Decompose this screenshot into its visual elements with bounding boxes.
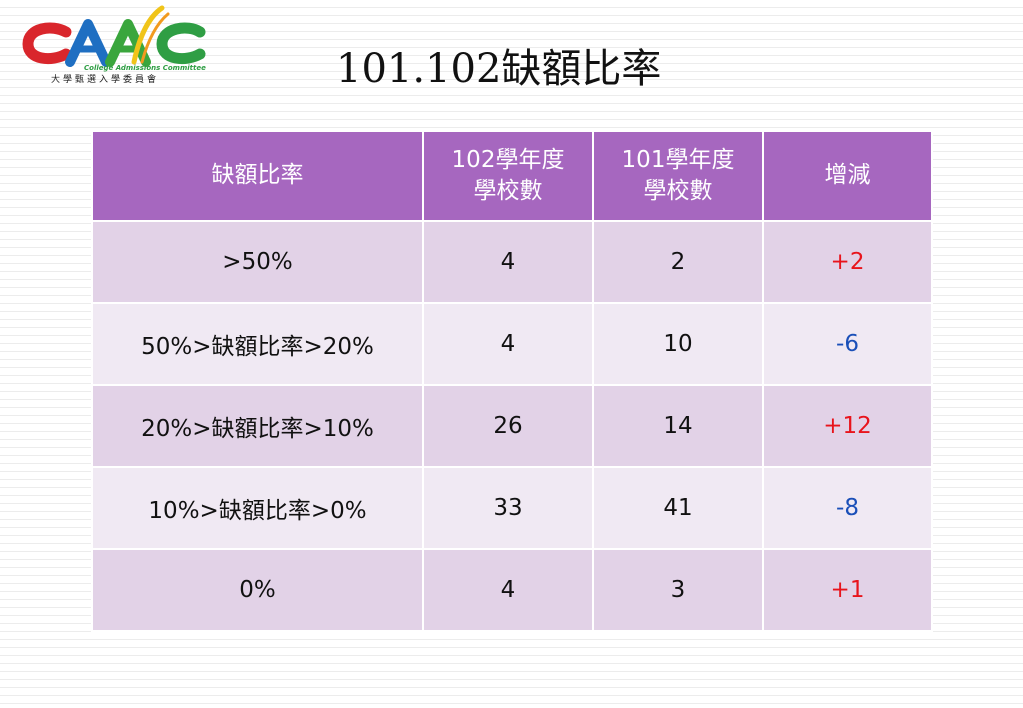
cell-range: 10%>缺額比率>0% [91, 466, 424, 550]
header-line: 學校數 [643, 178, 713, 204]
cell-change: +2 [762, 220, 933, 304]
logo-tagline: College Admissions Committee [84, 64, 206, 72]
header-101-school-count: 101學年度 學校數 [592, 130, 764, 222]
cell-range: 0% [91, 548, 424, 632]
header-change: 增減 [762, 130, 933, 222]
cell-102-count: 33 [422, 466, 594, 550]
header-line: 缺額比率 [211, 162, 304, 189]
cell-101-count: 14 [592, 384, 764, 468]
cell-change: +1 [762, 548, 933, 632]
table-header: 缺額比率 102學年度 學校數 101學年度 學校數 增減 [91, 130, 933, 222]
table-row: >50% 4 2 +2 [91, 220, 933, 304]
caac-logo-mark: College Admissions Committee [22, 5, 206, 72]
table-row: 20%>缺額比率>10% 26 14 +12 [91, 384, 933, 468]
cell-102-count: 4 [422, 302, 594, 386]
cell-range: 50%>缺額比率>20% [91, 302, 424, 386]
cell-range: >50% [91, 220, 424, 304]
vacancy-rate-table: 缺額比率 102學年度 學校數 101學年度 學校數 增減 >50% 4 2 +… [91, 130, 933, 632]
header-vacancy-rate: 缺額比率 [91, 130, 424, 222]
logo-caption: 大學甄選入學委員會 [50, 75, 159, 85]
header-line: 增減 [824, 162, 871, 189]
header-line: 學校數 [473, 178, 543, 204]
cell-102-count: 4 [422, 548, 594, 632]
cell-102-count: 26 [422, 384, 594, 468]
cell-101-count: 10 [592, 302, 764, 386]
cell-range: 20%>缺額比率>10% [91, 384, 424, 468]
page-title: 101.102缺額比率 [336, 46, 662, 92]
cell-101-count: 3 [592, 548, 764, 632]
cell-101-count: 2 [592, 220, 764, 304]
table-body: >50% 4 2 +2 50%>缺額比率>20% 4 10 -6 20%>缺額比… [91, 220, 933, 632]
caac-logo: College Admissions Committee [22, 4, 212, 90]
table-row: 0% 4 3 +1 [91, 548, 933, 632]
header-line: 101學年度 [621, 146, 735, 173]
cell-change: -8 [762, 466, 933, 550]
table-row: 50%>缺額比率>20% 4 10 -6 [91, 302, 933, 386]
header-102-school-count: 102學年度 學校數 [422, 130, 594, 222]
header-row: 缺額比率 102學年度 學校數 101學年度 學校數 增減 [91, 130, 933, 222]
cell-change: +12 [762, 384, 933, 468]
cell-102-count: 4 [422, 220, 594, 304]
header-line: 102學年度 [451, 146, 565, 173]
cell-change: -6 [762, 302, 933, 386]
table-row: 10%>缺額比率>0% 33 41 -8 [91, 466, 933, 550]
cell-101-count: 41 [592, 466, 764, 550]
